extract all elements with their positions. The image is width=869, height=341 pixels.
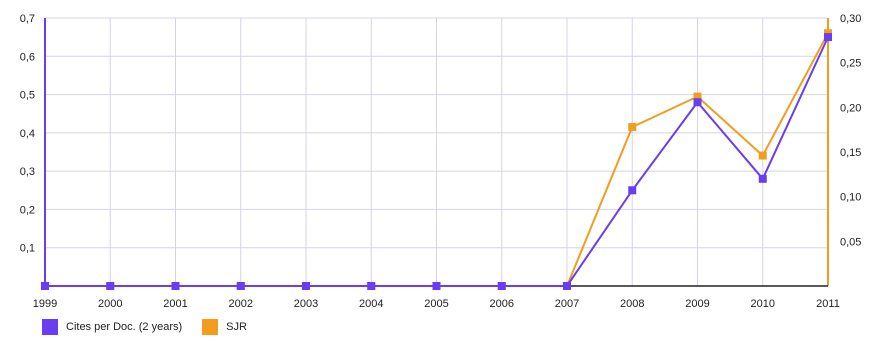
left-tick-label: 0,3 (20, 166, 35, 178)
data-point-cites (432, 282, 441, 290)
left-tick-label: 0,2 (20, 204, 35, 216)
x-tick-label: 2004 (359, 298, 383, 310)
left-tick-label: 0,6 (20, 51, 35, 63)
data-point-sjr (628, 122, 637, 131)
left-axis-ticks: 0,1 0,2 0,3 0,4 0,5 0,6 0,7 (20, 13, 35, 255)
x-tick-label: 2007 (555, 298, 579, 310)
data-point-cites (236, 282, 245, 290)
x-tick-label: 2000 (98, 298, 122, 310)
x-axis-ticks: 1999 2000 2001 2002 2003 2004 2005 2006 2007 2008… (33, 298, 840, 310)
legend-item-sjr: SJR (202, 319, 247, 335)
data-point-cites (693, 98, 702, 107)
left-tick-label: 0,1 (20, 243, 35, 255)
right-tick-label: 0,10 (840, 192, 861, 204)
x-tick-label: 2001 (163, 298, 187, 310)
right-tick-label: 0,05 (840, 236, 861, 248)
data-point-cites (41, 282, 49, 290)
x-tick-label: 2011 (816, 298, 840, 310)
x-tick-label: 2006 (490, 298, 514, 310)
data-point-cites (302, 282, 310, 290)
legend-item-cites: Cites per Doc. (2 years) (42, 319, 182, 335)
data-point-cites (171, 282, 180, 290)
data-point-cites (824, 33, 832, 42)
left-tick-label: 0,5 (20, 90, 35, 102)
x-tick-label: 2003 (294, 298, 318, 310)
left-tick-label: 0,4 (20, 128, 35, 140)
right-tick-label: 0,20 (840, 102, 861, 114)
left-tick-label: 0,7 (20, 13, 35, 25)
data-point-cites (367, 282, 376, 290)
x-tick-label: 2005 (424, 298, 448, 310)
data-point-sjr (693, 92, 702, 101)
x-tick-label: 2010 (751, 298, 775, 310)
legend-label-cites: Cites per Doc. (2 years) (66, 321, 183, 333)
data-point-cites (758, 174, 767, 183)
legend: Cites per Doc. (2 years) SJR (42, 318, 247, 336)
data-point-cites (497, 282, 506, 290)
x-tick-label: 2002 (229, 298, 253, 310)
data-point-cites (563, 282, 571, 290)
legend-label-sjr: SJR (226, 321, 247, 333)
right-tick-label: 0,15 (840, 147, 861, 159)
legend-swatch-sjr (202, 319, 219, 335)
legend-swatch-cites (42, 319, 58, 335)
x-tick-label: 2009 (685, 298, 709, 310)
right-tick-label: 0,25 (840, 58, 861, 70)
right-axis-ticks: 0,05 0,10 0,15 0,20 0,25 0,30 (840, 13, 861, 248)
data-point-sjr (758, 151, 767, 160)
series (41, 29, 832, 290)
data-point-cites (106, 282, 115, 290)
x-tick-label: 2008 (620, 298, 644, 310)
right-tick-label: 0,30 (840, 13, 861, 25)
x-tick-label: 1999 (33, 298, 57, 310)
data-point-cites (628, 186, 637, 195)
grid (44, 17, 829, 286)
